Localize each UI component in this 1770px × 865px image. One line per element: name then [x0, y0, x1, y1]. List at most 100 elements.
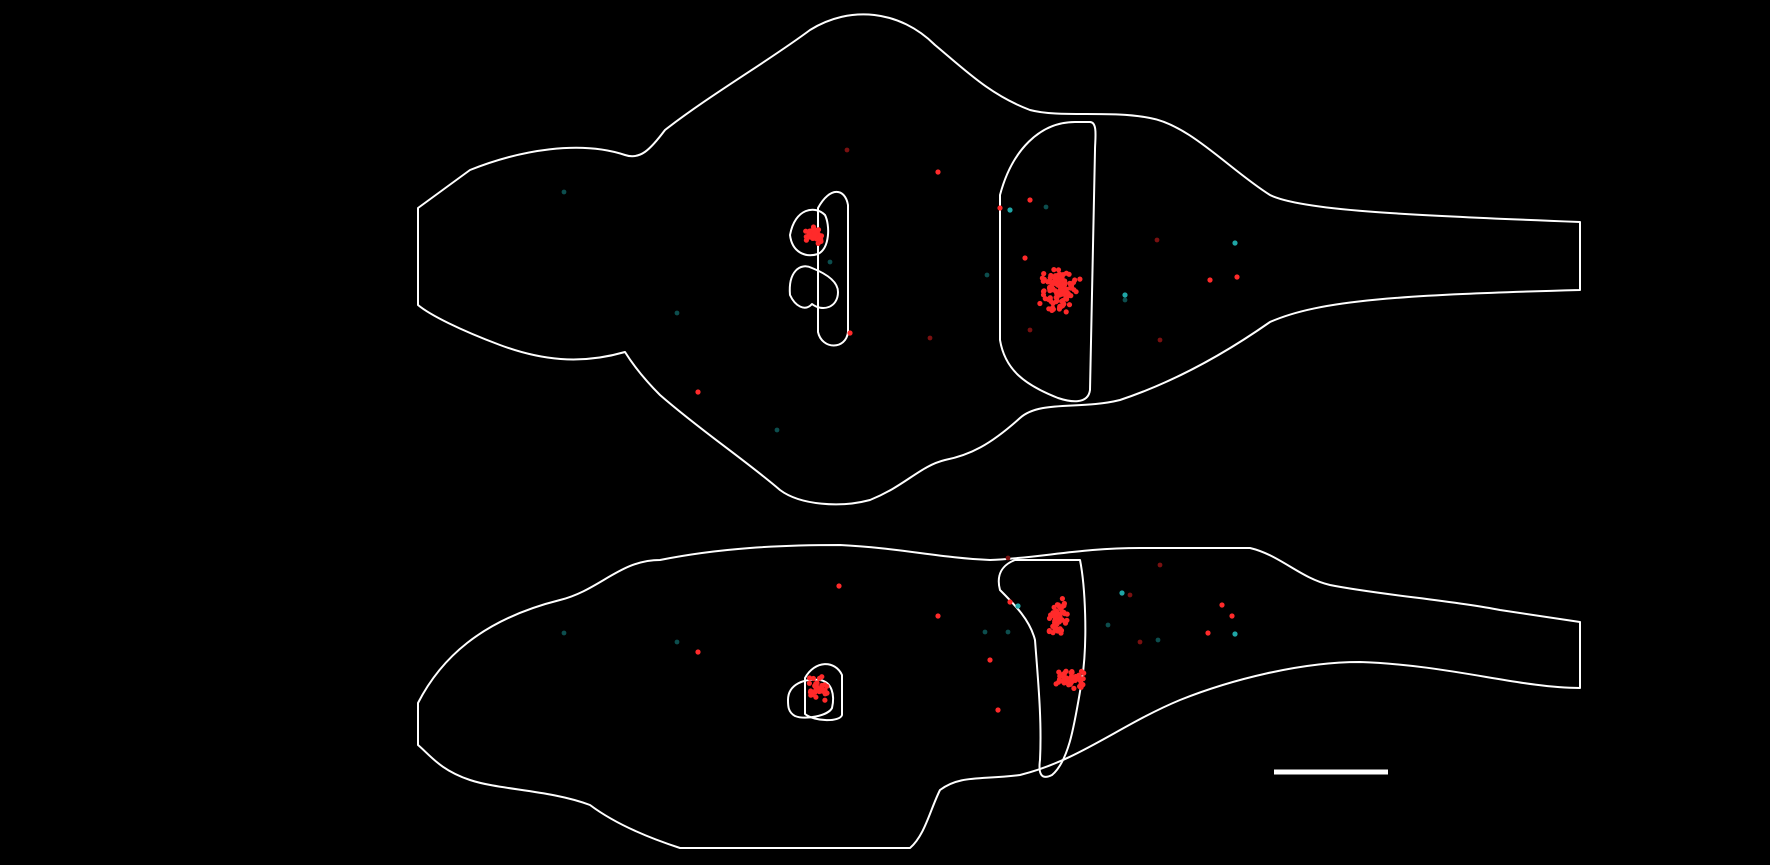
cell-marker — [1007, 207, 1012, 212]
cell-marker — [1050, 611, 1055, 616]
cell-marker — [1062, 601, 1067, 606]
cell-marker — [1047, 629, 1052, 634]
cell-marker — [1044, 205, 1049, 210]
cell-marker — [1069, 674, 1074, 679]
cell-marker — [1052, 620, 1057, 625]
cell-marker — [695, 389, 700, 394]
cell-marker — [814, 680, 819, 685]
cell-marker — [987, 657, 992, 662]
cell-marker — [1155, 238, 1160, 243]
cell-marker — [1055, 602, 1060, 607]
cell-marker — [675, 311, 680, 316]
cell-marker — [1068, 682, 1073, 687]
cell-marker — [1007, 599, 1012, 604]
cell-marker — [1067, 302, 1072, 307]
cell-marker — [1081, 676, 1086, 681]
cell-marker — [1067, 272, 1072, 277]
cell-marker — [1064, 309, 1069, 314]
cell-marker — [1045, 279, 1050, 284]
cell-marker — [1049, 284, 1054, 289]
cell-marker — [1062, 282, 1067, 287]
cell-marker — [828, 260, 833, 265]
cell-marker — [983, 630, 988, 635]
cell-marker — [1051, 307, 1056, 312]
cell-marker — [1050, 301, 1055, 306]
cell-marker — [808, 693, 813, 698]
cell-marker — [1061, 610, 1066, 615]
cell-marker — [695, 649, 700, 654]
cell-marker — [1158, 563, 1163, 568]
cell-marker — [808, 234, 813, 239]
cell-marker — [1205, 630, 1210, 635]
cell-marker — [1158, 338, 1163, 343]
cell-marker — [1123, 298, 1128, 303]
cell-marker — [562, 190, 567, 195]
cell-marker — [935, 169, 940, 174]
cell-marker — [807, 681, 812, 686]
cell-marker — [1079, 681, 1084, 686]
cell-marker — [1077, 277, 1082, 282]
cell-marker — [1207, 277, 1212, 282]
cell-marker — [847, 330, 852, 335]
cell-marker — [1022, 255, 1027, 260]
cell-marker — [1052, 276, 1057, 281]
cell-marker — [1015, 603, 1020, 608]
cell-marker — [1081, 671, 1086, 676]
cell-marker — [822, 698, 827, 703]
cell-marker — [1071, 686, 1076, 691]
cell-marker — [1057, 674, 1062, 679]
cell-marker — [1219, 602, 1224, 607]
cell-marker — [1059, 277, 1064, 282]
cell-marker — [997, 205, 1002, 210]
cell-marker — [1006, 630, 1011, 635]
cell-marker — [836, 583, 841, 588]
cell-marker — [804, 238, 809, 243]
cell-marker — [1232, 631, 1237, 636]
cell-marker — [1037, 301, 1042, 306]
cell-marker — [818, 237, 823, 242]
cell-marker — [928, 336, 933, 341]
cell-marker — [1128, 593, 1133, 598]
cell-marker — [985, 273, 990, 278]
cell-marker — [995, 707, 1000, 712]
cell-marker — [1054, 295, 1059, 300]
cell-marker — [562, 631, 567, 636]
cell-marker — [1006, 556, 1011, 561]
cell-marker — [1138, 640, 1143, 645]
cell-marker — [1057, 616, 1062, 621]
cell-marker — [1106, 623, 1111, 628]
cell-marker — [1229, 613, 1234, 618]
cell-marker — [824, 691, 829, 696]
cell-marker — [1232, 240, 1237, 245]
cell-marker — [824, 684, 829, 689]
cell-marker — [1056, 267, 1061, 272]
cell-marker — [1053, 281, 1058, 286]
cell-marker — [1234, 274, 1239, 279]
cell-marker — [812, 690, 817, 695]
cell-marker — [1072, 277, 1077, 282]
cell-marker — [1055, 627, 1060, 632]
cell-marker — [1027, 197, 1032, 202]
cell-marker — [1048, 296, 1053, 301]
cell-marker — [1028, 328, 1033, 333]
cell-marker — [1156, 638, 1161, 643]
cell-marker — [1041, 271, 1046, 276]
cell-marker — [1069, 669, 1074, 674]
cell-marker — [1119, 590, 1124, 595]
cell-marker — [811, 676, 816, 681]
cell-marker — [845, 148, 850, 153]
cell-marker — [675, 640, 680, 645]
cell-marker — [1122, 292, 1127, 297]
cell-marker — [1065, 291, 1070, 296]
cell-marker — [1041, 292, 1046, 297]
cell-marker — [1071, 287, 1076, 292]
cell-marker — [1057, 306, 1062, 311]
cell-marker — [1053, 288, 1058, 293]
cell-marker — [819, 674, 824, 679]
cell-marker — [775, 428, 780, 433]
cell-marker — [1064, 675, 1069, 680]
cell-marker — [1060, 596, 1065, 601]
cell-marker — [1051, 267, 1056, 272]
